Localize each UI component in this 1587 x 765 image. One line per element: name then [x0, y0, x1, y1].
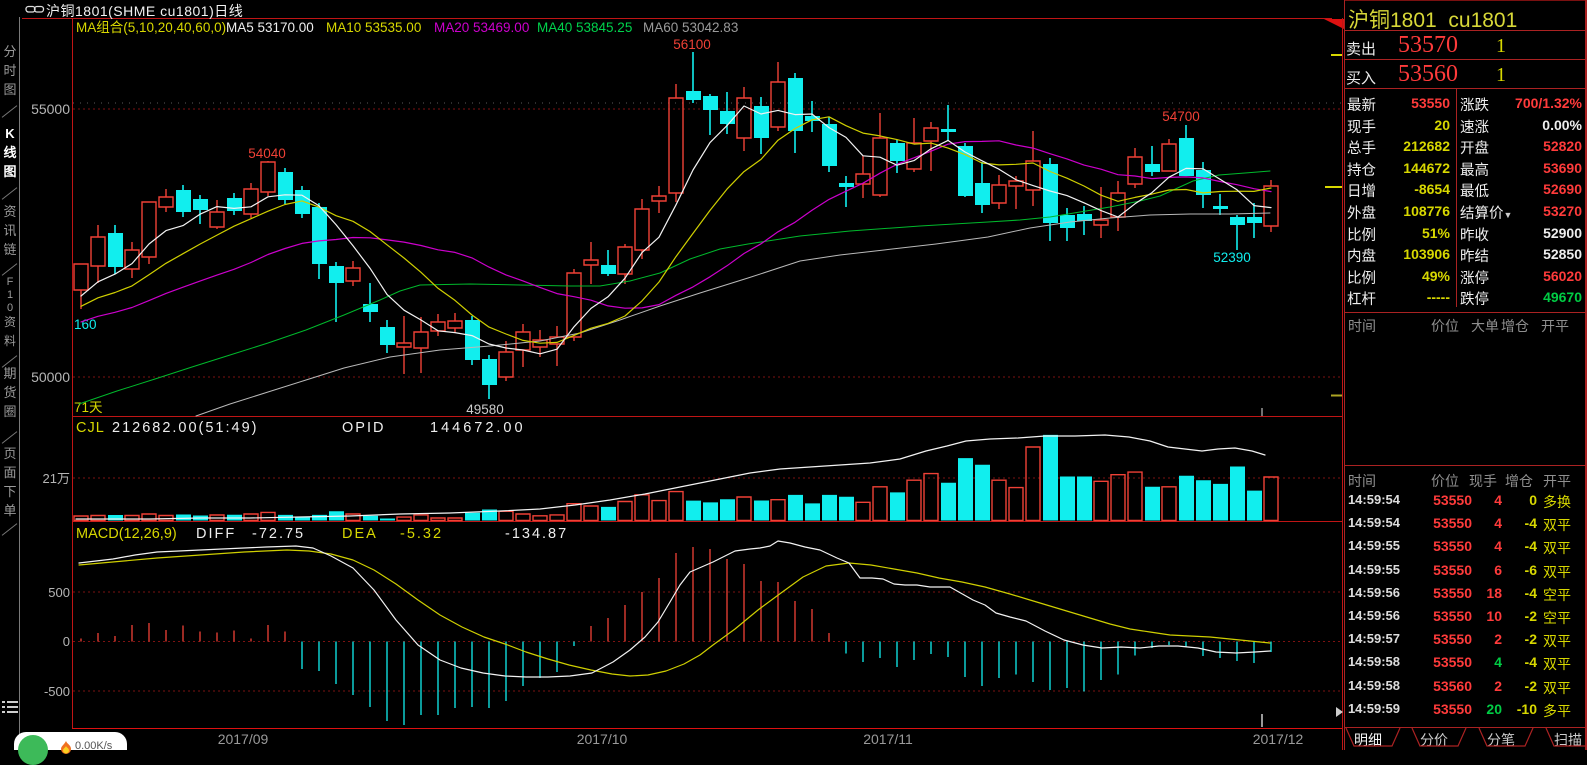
svg-text:52390: 52390 [1213, 250, 1251, 265]
svg-text:49580: 49580 [466, 402, 504, 417]
svg-text:2017/11: 2017/11 [863, 731, 913, 747]
svg-text:55000: 55000 [31, 101, 70, 117]
svg-text:2017/09: 2017/09 [218, 731, 269, 747]
svg-text:MACD(12,26,9): MACD(12,26,9) [76, 526, 177, 542]
svg-text:56100: 56100 [673, 37, 711, 52]
svg-text:160: 160 [74, 317, 97, 332]
svg-text:DEA: DEA [342, 526, 378, 542]
svg-text:-134.87: -134.87 [505, 526, 568, 542]
svg-text:212682.00(51:49): 212682.00(51:49) [112, 420, 259, 436]
svg-text:0: 0 [63, 634, 70, 649]
svg-text:MA20 53469.00: MA20 53469.00 [434, 20, 529, 35]
svg-text:54040: 54040 [248, 146, 286, 161]
svg-text:MA组合(5,10,20,40,60,0): MA组合(5,10,20,40,60,0) [76, 20, 226, 35]
svg-text:MA5 53170.00: MA5 53170.00 [226, 20, 314, 35]
svg-text:500: 500 [48, 585, 70, 600]
svg-text:MA40 53845.25: MA40 53845.25 [537, 20, 632, 35]
svg-text:2017/12: 2017/12 [1253, 731, 1304, 747]
svg-text:MA10 53535.00: MA10 53535.00 [326, 20, 421, 35]
svg-text:21万: 21万 [43, 471, 70, 486]
svg-text:71天: 71天 [74, 400, 103, 415]
svg-text:CJL: CJL [76, 420, 105, 436]
svg-text:-500: -500 [44, 684, 70, 699]
svg-text:-5.32: -5.32 [400, 526, 443, 542]
svg-text:MA60 53042.83: MA60 53042.83 [643, 20, 738, 35]
svg-text:DIFF: DIFF [196, 526, 236, 542]
svg-text:50000: 50000 [31, 369, 70, 385]
svg-text:2017/10: 2017/10 [577, 731, 628, 747]
svg-text:54700: 54700 [1162, 109, 1200, 124]
svg-text:144672.00: 144672.00 [430, 420, 526, 436]
svg-text:OPID: OPID [342, 420, 385, 436]
svg-text:-72.75: -72.75 [252, 526, 305, 542]
